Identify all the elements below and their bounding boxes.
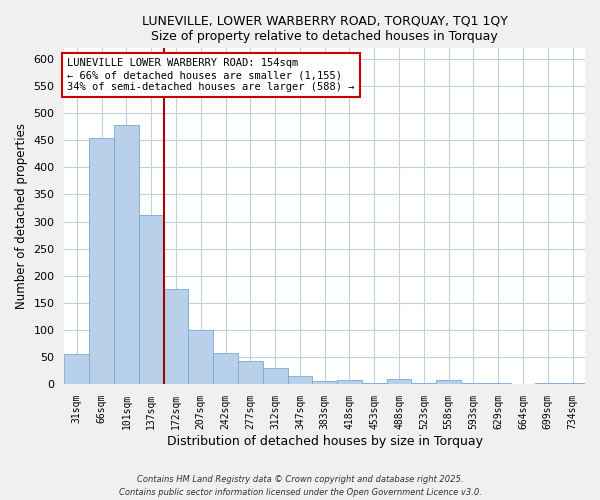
Bar: [386, 378, 412, 384]
Bar: [213, 352, 238, 384]
Bar: [188, 330, 213, 384]
Text: LUNEVILLE LOWER WARBERRY ROAD: 154sqm
← 66% of detached houses are smaller (1,15: LUNEVILLE LOWER WARBERRY ROAD: 154sqm ← …: [67, 58, 355, 92]
Y-axis label: Number of detached properties: Number of detached properties: [15, 123, 28, 309]
Bar: [362, 383, 386, 384]
Bar: [263, 368, 287, 384]
Bar: [313, 382, 337, 384]
X-axis label: Distribution of detached houses by size in Torquay: Distribution of detached houses by size …: [167, 434, 483, 448]
Title: LUNEVILLE, LOWER WARBERRY ROAD, TORQUAY, TQ1 1QY
Size of property relative to de: LUNEVILLE, LOWER WARBERRY ROAD, TORQUAY,…: [142, 15, 508, 43]
Bar: [64, 354, 89, 384]
Bar: [114, 125, 139, 384]
Bar: [337, 380, 362, 384]
Bar: [287, 376, 313, 384]
Bar: [89, 138, 114, 384]
Bar: [139, 215, 164, 384]
Text: Contains HM Land Registry data © Crown copyright and database right 2025.
Contai: Contains HM Land Registry data © Crown c…: [119, 476, 481, 497]
Bar: [412, 383, 436, 384]
Bar: [436, 380, 461, 384]
Bar: [164, 289, 188, 384]
Bar: [238, 361, 263, 384]
